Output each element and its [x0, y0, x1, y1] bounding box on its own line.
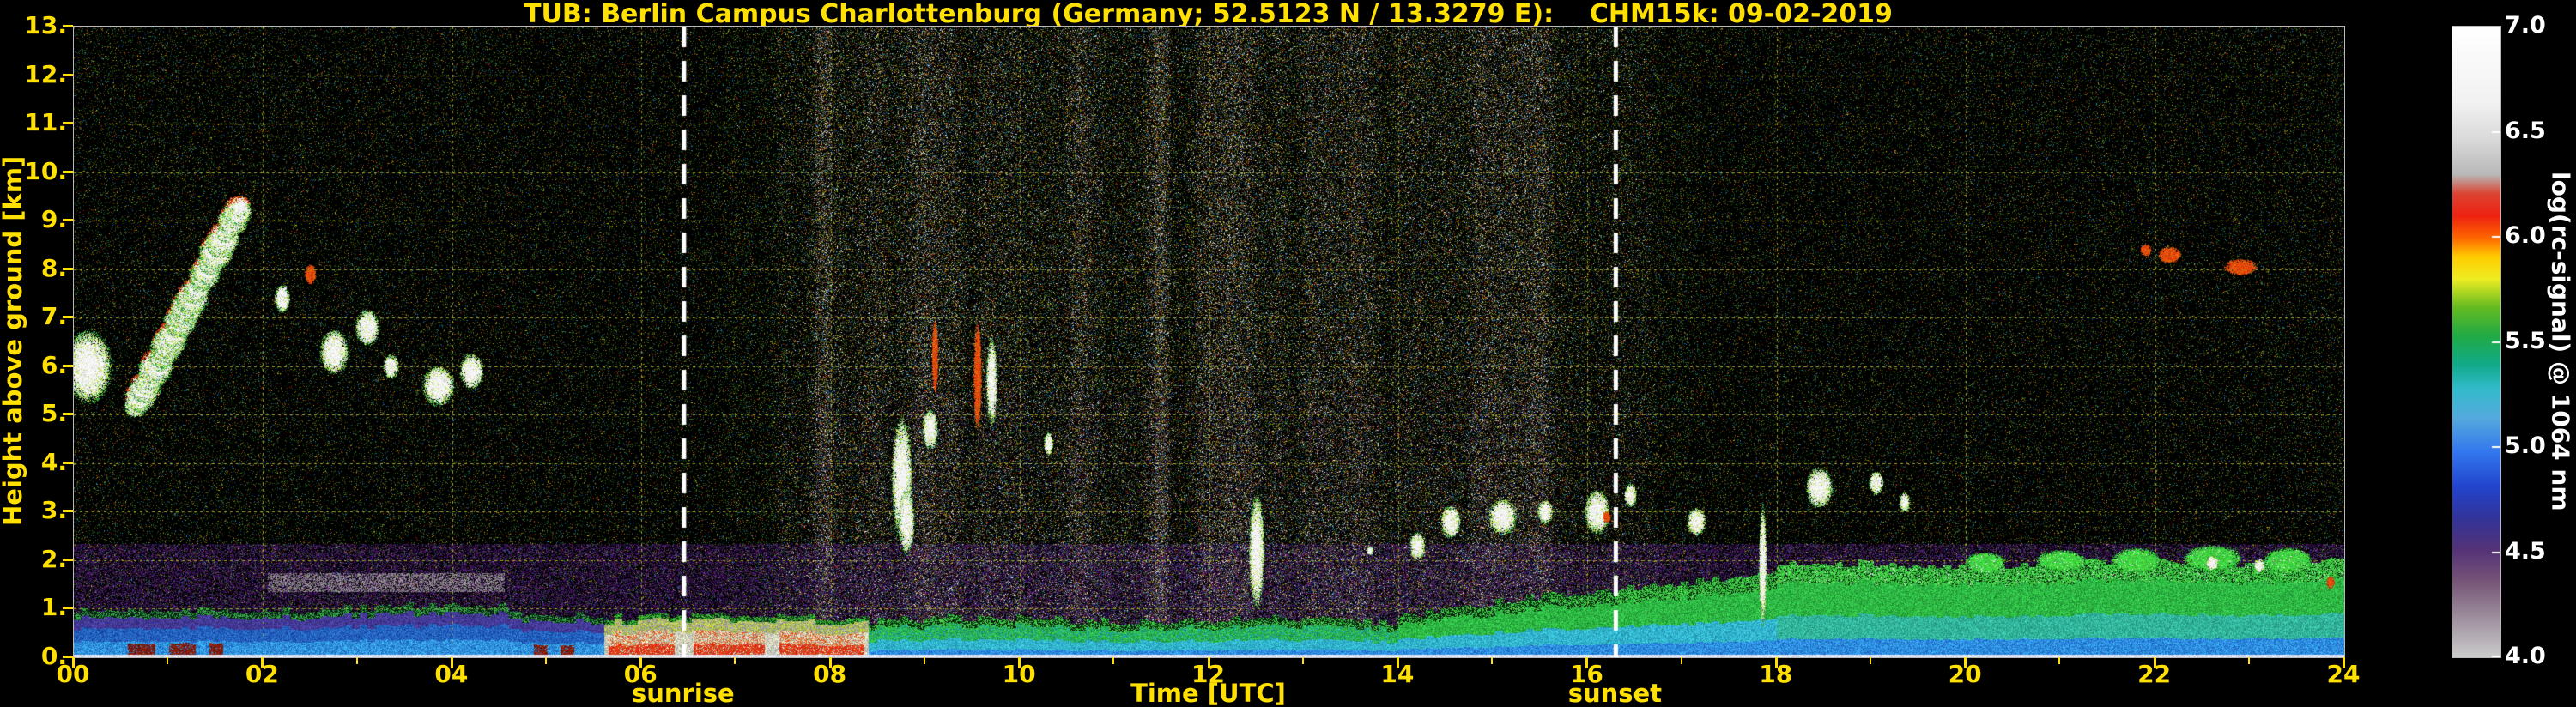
colorbar-tick-label: 6.5	[2505, 117, 2546, 144]
y-tick-mark	[63, 558, 73, 561]
y-tick-label: 1.	[40, 593, 67, 622]
y-tick-mark	[63, 510, 73, 513]
colorbar-canvas	[2452, 26, 2501, 658]
y-tick-label: 0.	[40, 642, 67, 670]
y-tick-label: 7.	[40, 302, 67, 331]
x-tick-mark	[828, 657, 832, 668]
x-tick-mark	[450, 657, 453, 668]
y-tick-label: 8.	[40, 253, 67, 282]
y-tick-mark	[63, 461, 73, 464]
x-minor-tick-mark	[355, 657, 358, 664]
y-tick-label: 11.	[24, 108, 67, 137]
x-minor-tick-mark	[2058, 657, 2061, 664]
y-tick-label: 10.	[24, 156, 67, 185]
x-minor-tick-mark	[1301, 657, 1304, 664]
y-tick-mark	[63, 413, 73, 416]
x-tick-mark	[1964, 657, 1967, 668]
y-tick-mark	[63, 656, 73, 658]
x-tick-mark	[72, 657, 75, 668]
y-tick-mark	[63, 267, 73, 270]
y-tick-mark	[63, 364, 73, 367]
y-tick-mark	[63, 73, 73, 76]
x-tick-mark	[2153, 657, 2156, 668]
x-minor-tick-mark	[1112, 657, 1115, 664]
chart-title: TUB: Berlin Campus Charlottenburg (Germa…	[524, 0, 1893, 29]
heatmap-canvas	[73, 26, 2345, 658]
x-axis-label: Time [UTC]	[1130, 679, 1286, 707]
x-minor-tick-mark	[734, 657, 736, 664]
colorbar-tick-label: 4.0	[2505, 643, 2546, 669]
x-tick-mark	[639, 657, 643, 668]
y-tick-label: 5.	[40, 399, 67, 428]
colorbar-tick-label: 5.0	[2505, 432, 2546, 459]
y-tick-label: 13.	[24, 11, 67, 39]
y-tick-mark	[63, 316, 73, 319]
y-tick-label: 6.	[40, 350, 67, 379]
x-minor-tick-mark	[1869, 657, 1871, 664]
x-tick-mark	[1585, 657, 1589, 668]
x-minor-tick-mark	[545, 657, 548, 664]
y-tick-label: 4.	[40, 447, 67, 476]
x-minor-tick-mark	[923, 657, 925, 664]
x-tick-mark	[1207, 657, 1210, 668]
y-tick-label: 2.	[40, 544, 67, 573]
x-tick-mark	[1396, 657, 1399, 668]
x-minor-tick-mark	[2247, 657, 2250, 664]
y-tick-mark	[63, 122, 73, 125]
x-minor-tick-mark	[1491, 657, 1494, 664]
y-tick-mark	[63, 170, 73, 173]
x-minor-tick-mark	[1680, 657, 1682, 664]
annotation-label-sunset: sunset	[1567, 679, 1663, 707]
annotation-label-sunrise: sunrise	[631, 679, 735, 707]
y-tick-mark	[63, 219, 73, 222]
y-tick-label: 9.	[40, 205, 67, 234]
x-tick-mark	[1774, 657, 1778, 668]
colorbar-tick-label: 4.5	[2505, 537, 2546, 565]
y-tick-mark	[63, 25, 73, 27]
x-tick-mark	[2343, 657, 2345, 668]
x-tick-mark	[261, 657, 264, 668]
y-tick-mark	[63, 607, 73, 610]
y-tick-label: 12.	[24, 59, 67, 88]
y-tick-label: 3.	[40, 496, 67, 525]
x-tick-mark	[1018, 657, 1021, 668]
colorbar-label: log(rc-signal) @ 1064 nm	[2546, 171, 2575, 511]
x-minor-tick-mark	[167, 657, 169, 664]
colorbar-tick-label: 5.5	[2505, 327, 2546, 354]
colorbar-tick-label: 6.0	[2505, 222, 2546, 249]
colorbar-tick-label: 7.0	[2505, 12, 2546, 39]
